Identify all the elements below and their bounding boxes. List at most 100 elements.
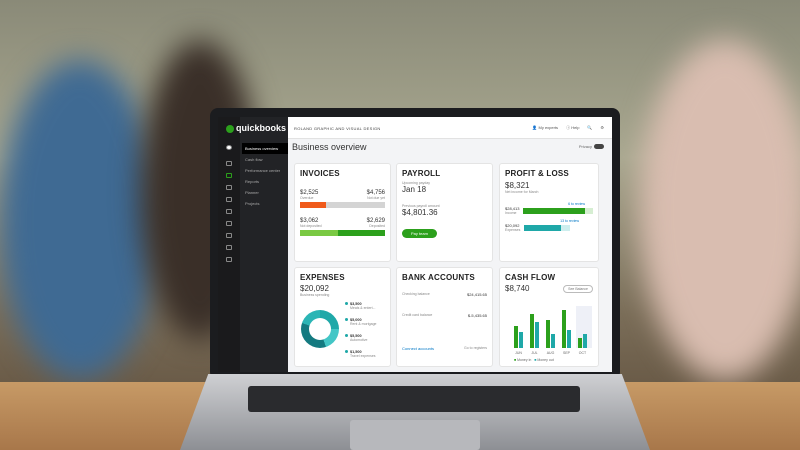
overdue-amount: $2,525 — [300, 190, 319, 196]
deposited-amount: $2,629 — [366, 218, 385, 224]
sidebar-item-planner[interactable]: Planner — [245, 190, 259, 195]
deposited-label: Deposited — [369, 224, 385, 228]
expenses-bar — [524, 224, 562, 231]
forecast-region — [576, 306, 592, 348]
payroll-icon[interactable] — [226, 221, 232, 226]
apps-icon[interactable] — [226, 257, 232, 262]
see-balance-button[interactable]: See Balance — [563, 284, 593, 293]
previous-label: Previous payroll amount — [402, 204, 440, 208]
legend-amount: $5,500 — [350, 334, 362, 338]
help-label: Help — [571, 125, 580, 130]
net-income-label: Net income for March — [505, 190, 539, 194]
sidebar-menu: Business overview Cash flow Performance … — [242, 143, 288, 209]
sidebar-item-performance-center[interactable]: Performance center — [245, 168, 281, 173]
income-label: Income — [505, 211, 517, 215]
sidebar-item-business-overview[interactable]: Business overview — [242, 143, 288, 154]
privacy-label: Privacy — [578, 144, 592, 149]
money-out-bar — [583, 334, 587, 348]
laptop-screen: quickbooks Business overview Cash flow P… — [218, 117, 612, 372]
month-label: JUL — [531, 351, 537, 355]
expenses-card: EXPENSES $20,092 Business spending $3,50… — [294, 267, 391, 367]
not-due-amount: $4,756 — [366, 190, 385, 196]
laptop-trackpad — [350, 420, 480, 450]
legend-item: $1,500 Travel expenses — [345, 350, 376, 358]
card-title: PAYROLL — [402, 169, 441, 178]
sidebar-item-projects[interactable]: Projects — [245, 201, 260, 206]
toggle-switch[interactable] — [594, 144, 604, 150]
profit-loss-card: PROFIT & LOSS $8,321 Net income for Marc… — [499, 163, 599, 262]
credit-balance: $-5,435.65 — [467, 313, 487, 318]
gear-icon[interactable]: ⚙ — [600, 125, 604, 130]
icon-rail — [218, 117, 240, 372]
upcoming-label: Upcoming payday — [402, 181, 431, 185]
person-blur — [640, 40, 800, 380]
legend-amount: $5,000 — [350, 318, 362, 322]
money-out-bar — [567, 330, 571, 348]
expenses-icon[interactable] — [226, 209, 232, 214]
privacy-toggle[interactable]: Privacy — [578, 144, 604, 150]
legend-item: $3,500 Meals & entert... — [345, 302, 375, 310]
legend-money-in: Money in — [517, 358, 532, 362]
legend-money-out: Money out — [537, 358, 554, 362]
not-deposited-amount: $3,062 — [300, 218, 319, 224]
expenses-donut-chart — [301, 310, 339, 348]
sidebar-item-cash-flow[interactable]: Cash flow — [245, 157, 263, 162]
expenses-total-label: Business spending — [300, 293, 330, 297]
not-due-label: Not due yet — [367, 196, 385, 200]
invoices-unpaid-bar — [300, 202, 385, 208]
money-in-bar — [562, 310, 566, 348]
upcoming-date: Jan 18 — [402, 185, 427, 194]
legend-item: $5,000 Rent & mortgage — [345, 318, 376, 326]
reports-icon[interactable] — [226, 233, 232, 238]
card-title: CASH FLOW — [505, 273, 556, 282]
my-experts-button[interactable]: 👤 My experts — [532, 125, 559, 130]
search-icon[interactable]: 🔍 — [587, 125, 593, 130]
help-button[interactable]: ⓘ Help — [566, 125, 580, 130]
income-review-link[interactable]: 6 to review — [568, 202, 585, 206]
sales-icon[interactable] — [226, 197, 232, 202]
credit-label: Credit card balance — [402, 313, 433, 317]
money-in-bar — [578, 338, 582, 348]
invoices-paid-bar — [300, 230, 385, 236]
card-title: PROFIT & LOSS — [505, 169, 569, 178]
bank-accounts-card: BANK ACCOUNTS Checking balance $24,415.65… — [396, 267, 493, 367]
taxes-icon[interactable] — [226, 245, 232, 250]
top-bar: ROLAND GRAPHIC AND VISUAL DESIGN 👤 My ex… — [288, 117, 612, 139]
quickbooks-logo: quickbooks — [226, 123, 286, 133]
company-name: ROLAND GRAPHIC AND VISUAL DESIGN — [294, 126, 381, 131]
invoices-card: INVOICES $2,525 $4,756 Overdue Not due yet… — [294, 163, 391, 262]
sidebar-item-reports[interactable]: Reports — [245, 179, 260, 184]
money-out-bar — [535, 322, 539, 348]
cash-flow-chart: JUN JUL AUG SEP OCT — [514, 306, 592, 355]
money-in-bar — [546, 320, 550, 348]
month-label: JUN — [515, 351, 522, 355]
income-bar — [523, 207, 585, 214]
money-out-bar — [519, 332, 523, 348]
expenses-review-link[interactable]: 13 to review — [560, 219, 579, 223]
overdue-label: Overdue — [300, 196, 314, 200]
cash-flow-amount: $8,740 — [505, 284, 530, 293]
card-title: EXPENSES — [300, 273, 345, 282]
go-to-registers-link[interactable]: Go to registers — [464, 346, 487, 350]
month-label: SEP — [563, 351, 571, 355]
page-title: Business overview — [292, 142, 367, 152]
legend-item: $5,500 Automotive — [345, 334, 368, 342]
legend-label: Rent & mortgage — [350, 322, 377, 326]
card-title: BANK ACCOUNTS — [402, 273, 475, 282]
legend-amount: $1,500 — [350, 350, 362, 354]
bank-icon[interactable] — [226, 185, 232, 190]
cash-flow-card: CASH FLOW $8,740 See Balance JUN JUL AUG SEP… — [499, 267, 599, 367]
home-icon[interactable] — [226, 161, 232, 166]
expenses-total: $20,092 — [300, 284, 329, 293]
money-out-bar — [551, 334, 555, 348]
previous-amount: $4,801.36 — [402, 208, 438, 217]
expenses-amount: $20,092 — [505, 223, 520, 228]
checking-balance: $24,415.65 — [466, 292, 487, 297]
plus-icon[interactable] — [226, 145, 232, 150]
chart-icon[interactable] — [226, 173, 232, 178]
expenses-label: Expenses — [505, 228, 521, 232]
pay-team-button[interactable]: Pay team — [402, 229, 437, 238]
laptop-keyboard — [248, 386, 580, 412]
connect-accounts-link[interactable]: Connect accounts — [402, 346, 435, 351]
legend-label: Travel expenses — [350, 354, 376, 358]
